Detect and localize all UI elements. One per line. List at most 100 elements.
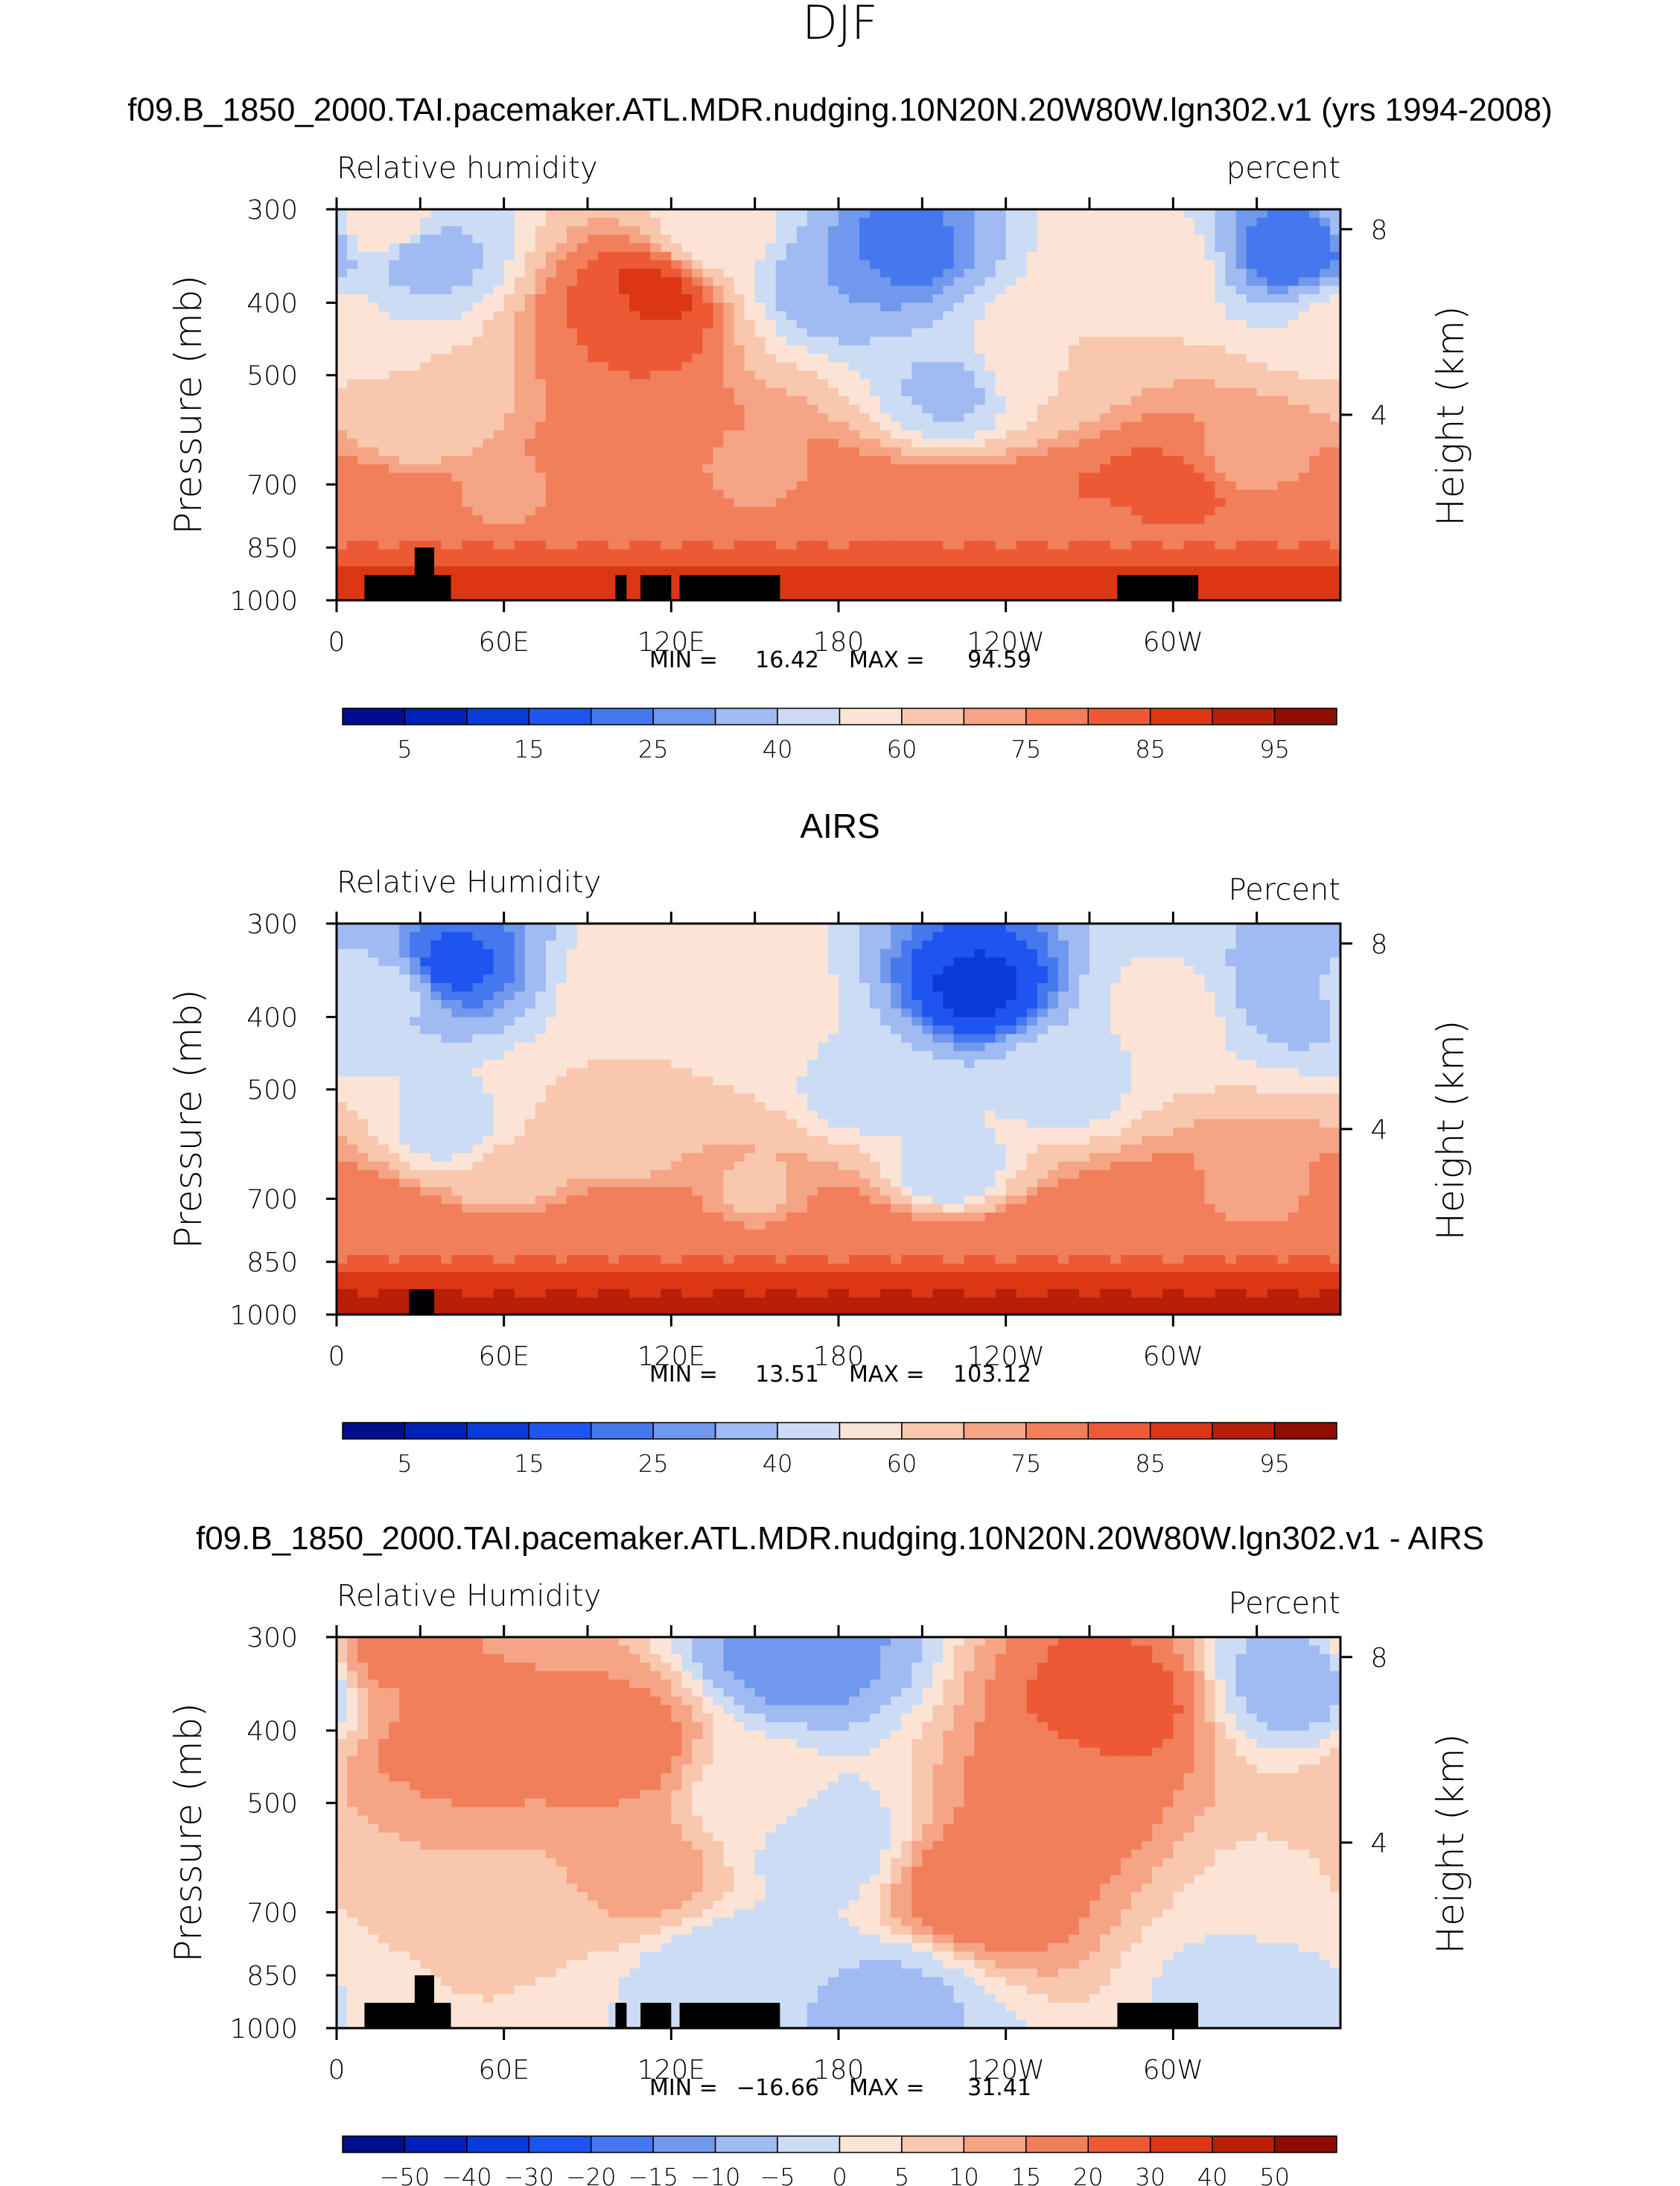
field-cell	[1298, 379, 1310, 389]
field-cell	[901, 591, 912, 600]
field-cell	[1288, 957, 1299, 967]
field-cell	[347, 396, 358, 406]
field-cell	[1026, 924, 1038, 933]
field-cell	[1319, 532, 1331, 541]
field-cell	[650, 404, 661, 414]
field-cell	[472, 337, 484, 346]
field-cell	[796, 320, 808, 329]
field-cell	[629, 455, 640, 465]
field-cell	[786, 489, 798, 499]
field-cell	[399, 439, 410, 448]
field-cell	[775, 302, 787, 312]
field-cell	[566, 932, 578, 941]
field-cell	[911, 574, 923, 584]
field-cell	[943, 252, 955, 261]
field-cell	[995, 557, 1007, 567]
field-cell	[493, 524, 505, 533]
field-cell	[430, 320, 442, 329]
field-cell	[754, 422, 766, 431]
field-cell	[524, 591, 536, 600]
field-cell	[775, 472, 787, 482]
field-cell	[503, 949, 515, 959]
field-cell	[870, 439, 881, 448]
field-cell	[984, 574, 996, 584]
field-cell	[849, 422, 860, 431]
contour-field	[337, 209, 1340, 600]
field-cell	[524, 413, 536, 422]
field-cell	[974, 277, 986, 287]
field-cell	[1225, 515, 1237, 524]
field-cell	[619, 532, 630, 541]
field-cell	[1026, 447, 1038, 457]
field-cell	[1089, 557, 1101, 567]
field-cell	[870, 285, 881, 295]
field-cell	[441, 252, 453, 261]
field-cell	[995, 532, 1007, 541]
field-cell	[754, 430, 766, 439]
field-cell	[1215, 924, 1226, 933]
field-cell	[1246, 949, 1258, 959]
field-cell	[566, 524, 578, 533]
field-cell	[723, 949, 735, 959]
field-cell	[493, 235, 505, 244]
field-cell	[1204, 252, 1216, 261]
field-cell	[1121, 209, 1132, 219]
field-cell	[1047, 252, 1059, 261]
field-cell	[671, 481, 682, 491]
field-cell	[692, 932, 704, 941]
field-cell	[598, 481, 609, 491]
field-cell	[1308, 354, 1320, 363]
field-cell	[650, 957, 661, 967]
field-cell	[681, 311, 693, 320]
field-cell	[964, 387, 976, 397]
field-cell	[1100, 524, 1111, 533]
field-cell	[420, 379, 431, 389]
field-cell	[1037, 354, 1049, 363]
field-cell	[964, 413, 976, 422]
field-cell	[410, 268, 421, 278]
field-cell	[524, 574, 536, 584]
field-cell	[503, 455, 515, 465]
field-cell	[566, 422, 578, 431]
field-cell	[839, 957, 850, 967]
field-cell	[775, 932, 787, 941]
field-cell	[1152, 481, 1163, 491]
field-cell	[995, 489, 1007, 499]
field-cell	[493, 413, 505, 422]
field-cell	[1183, 455, 1195, 465]
field-cell	[1100, 439, 1111, 448]
field-cell	[1173, 481, 1184, 491]
field-cell	[1089, 226, 1101, 235]
field-cell	[1047, 362, 1059, 372]
field-cell	[430, 464, 442, 474]
field-cell	[849, 924, 860, 933]
field-cell	[410, 966, 421, 976]
field-cell	[786, 447, 798, 457]
field-cell	[995, 472, 1007, 482]
field-cell	[786, 574, 798, 584]
field-cell	[723, 260, 735, 270]
field-cell	[1194, 209, 1206, 219]
field-cell	[1057, 217, 1069, 227]
field-cell	[922, 328, 933, 337]
field-cell	[671, 243, 682, 252]
field-cell	[389, 243, 400, 252]
field-cell	[524, 226, 536, 235]
field-cell	[1162, 328, 1174, 337]
field-cell	[911, 549, 923, 559]
field-cell	[576, 260, 588, 270]
field-cell	[451, 532, 463, 541]
field-cell	[974, 924, 986, 933]
field-cell	[1005, 549, 1017, 559]
field-cell	[410, 455, 421, 465]
field-cell	[378, 481, 389, 491]
field-cell	[441, 277, 453, 287]
field-cell	[588, 260, 599, 270]
field-cell	[1173, 404, 1184, 414]
field-cell	[1100, 464, 1111, 474]
field-cell	[744, 924, 756, 933]
field-cell	[420, 285, 431, 295]
field-cell	[744, 277, 756, 287]
field-cell	[775, 591, 787, 600]
field-cell	[974, 422, 986, 431]
